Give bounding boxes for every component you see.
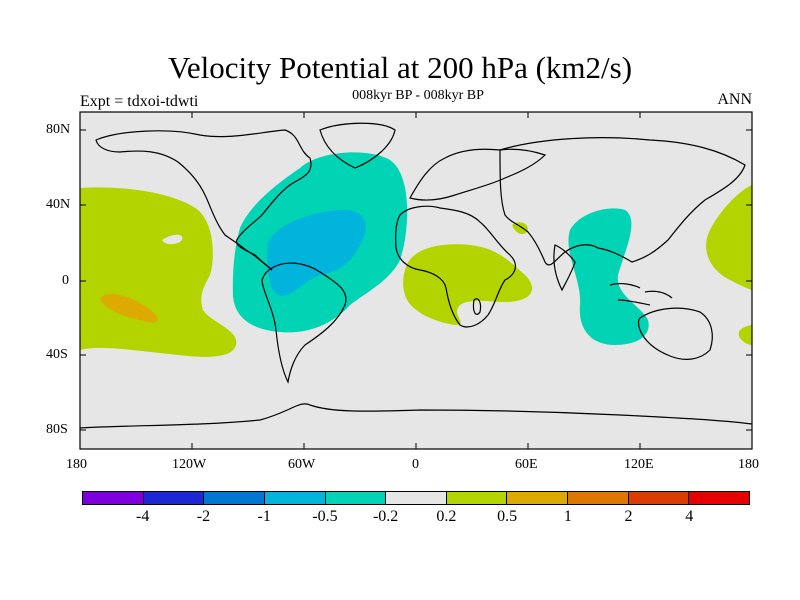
- season-label: ANN: [717, 91, 752, 108]
- australia-coast: [637, 307, 713, 360]
- asia-coast: [499, 137, 746, 266]
- north-america-coast: [95, 129, 312, 271]
- south-pacific-positive-core: [100, 294, 158, 323]
- shaded-regions: [80, 152, 752, 357]
- west-pacific-positive-region: [706, 185, 752, 290]
- experiment-label: Expt = tdxoi-tdwti: [80, 93, 199, 110]
- lon-label-60w: 60W: [288, 457, 316, 472]
- colorbar-label: -0.2: [372, 508, 399, 525]
- indonesia-coast: [609, 282, 673, 306]
- colorbar-swatch: [83, 492, 144, 504]
- lat-label-80n: 80N: [46, 122, 71, 137]
- plot-title: Velocity Potential at 200 hPa (km2/s): [167, 50, 633, 85]
- europe-coast: [409, 148, 547, 201]
- colorbar-label: 4: [685, 508, 694, 525]
- greenland-coast: [319, 122, 396, 169]
- colorbar-label: 0.2: [436, 508, 457, 525]
- indian-ocean-negative-region: [568, 208, 649, 345]
- colorbar-swatch: [568, 492, 629, 504]
- south-america-coast: [261, 262, 347, 384]
- arabia-positive-region: [512, 222, 528, 235]
- central-pacific-gap: [162, 234, 183, 245]
- lat-label-0: 0: [62, 273, 69, 288]
- caribbean-negative-core: [267, 209, 366, 296]
- colorbar-swatch: [446, 492, 508, 504]
- colorbar-swatch: [507, 492, 569, 504]
- lon-label-120e: 120E: [624, 457, 654, 472]
- lat-label-40n: 40N: [46, 197, 71, 212]
- coastlines: [80, 122, 752, 429]
- africa-positive-region: [403, 244, 533, 325]
- india-coast: [553, 244, 576, 292]
- lat-label-80s: 80S: [46, 422, 68, 437]
- colorbar-label: -1: [257, 508, 271, 525]
- africa-coast: [395, 205, 517, 328]
- west-pacific-positive-south: [738, 325, 752, 345]
- colorbar-swatch: [204, 492, 265, 504]
- lon-label-180e: 180: [738, 457, 759, 472]
- lon-label-180w: 180: [66, 457, 87, 472]
- plot-subtitle: 008kyr BP - 008kyr BP: [352, 88, 484, 103]
- colorbar-label: 1: [563, 508, 572, 525]
- colorbar-label: -4: [136, 508, 150, 525]
- central-pacific-positive-region: [80, 187, 237, 357]
- axis-ticks: [79, 112, 753, 449]
- colorbar-label: 2: [624, 508, 633, 525]
- antarctica-coast: [80, 403, 752, 429]
- lon-label-60e: 60E: [515, 457, 538, 472]
- colorbar-label: -2: [196, 508, 211, 525]
- colorbar-swatch: [689, 492, 750, 504]
- colorbar-swatch: [264, 492, 326, 504]
- colorbar-swatch: [325, 492, 387, 504]
- colorbar: [82, 491, 750, 505]
- colorbar-label: 0.5: [497, 508, 518, 525]
- lon-label-120w: 120W: [172, 457, 207, 472]
- colorbar-label: -0.5: [312, 508, 338, 525]
- madagascar-coast: [472, 298, 482, 315]
- colorbar-swatch: [628, 492, 690, 504]
- lon-label-0: 0: [412, 457, 419, 472]
- colorbar-swatch: [386, 492, 447, 504]
- lat-label-40s: 40S: [46, 347, 68, 362]
- colorbar-swatch: [143, 492, 205, 504]
